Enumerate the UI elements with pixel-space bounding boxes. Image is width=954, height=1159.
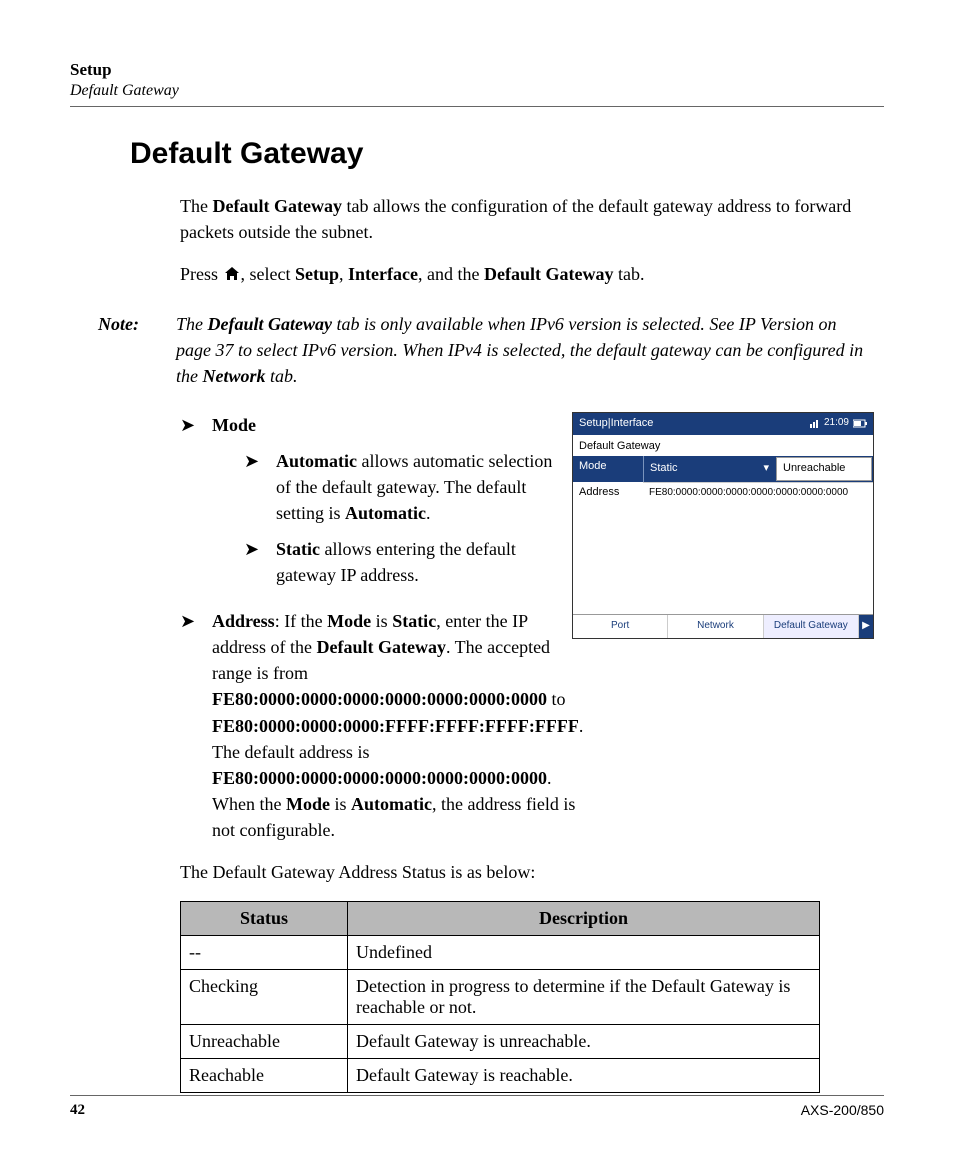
home-icon [223,263,241,289]
table-cell: Default Gateway is unreachable. [348,1025,820,1059]
table-cell: Undefined [348,936,820,970]
screenshot-mock: Setup|Interface 21:09 Default Gateway Mo… [572,412,874,639]
table-cell: Reachable [181,1059,348,1093]
header-rule [70,106,884,107]
intro-p1: The Default Gateway tab allows the confi… [180,193,874,245]
mock-status: Unreachable [776,457,872,481]
bullet-arrow-icon: ➤ [180,608,212,843]
table-cell: Default Gateway is reachable. [348,1059,820,1093]
mock-mode-label: Mode [573,456,643,482]
mock-title: Setup|Interface [579,416,653,432]
page-number: 42 [70,1102,85,1119]
mode-heading: Mode [212,415,256,435]
mock-tab-next-icon[interactable]: ▶ [859,615,873,638]
table-cell: Detection in progress to determine if th… [348,970,820,1025]
table-cell: -- [181,936,348,970]
mock-addr-value[interactable]: FE80:0000:0000:0000:0000:0000:0000:0000 [643,482,873,504]
th-status: Status [181,902,348,936]
footer-model: AXS-200/850 [801,1102,884,1119]
note-label: Note: [98,311,176,389]
address-bullet: Address: If the Mode is Static, enter th… [212,608,583,843]
table-cell: Checking [181,970,348,1025]
header-section: Setup [70,60,884,80]
page-title: Default Gateway [130,137,884,171]
intro-p2: Press , select Setup, Interface, and the… [180,261,874,289]
status-table: Status Description -- Undefined Checking… [180,901,820,1093]
th-description: Description [348,902,820,936]
mode-static: Static allows entering the default gatew… [276,536,558,588]
mode-automatic: Automatic allows automatic selection of … [276,448,558,526]
mock-tab-network[interactable]: Network [668,615,763,638]
table-cell: Unreachable [181,1025,348,1059]
mock-tab-default-gateway[interactable]: Default Gateway [764,615,859,638]
mock-status-bar: 21:09 [810,416,867,431]
bullet-arrow-icon: ➤ [180,412,212,599]
bullet-arrow-icon: ➤ [244,536,276,588]
note-body: The Default Gateway tab is only availabl… [176,311,884,389]
mock-tab-port[interactable]: Port [573,615,668,638]
mock-mode-dropdown[interactable]: Static▾ [643,456,775,482]
bullet-arrow-icon: ➤ [244,448,276,526]
mock-addr-label: Address [573,482,643,504]
chevron-down-icon: ▾ [763,461,769,477]
mock-section: Default Gateway [573,435,873,457]
status-intro: The Default Gateway Address Status is as… [180,859,874,885]
header-subsection: Default Gateway [70,82,884,100]
